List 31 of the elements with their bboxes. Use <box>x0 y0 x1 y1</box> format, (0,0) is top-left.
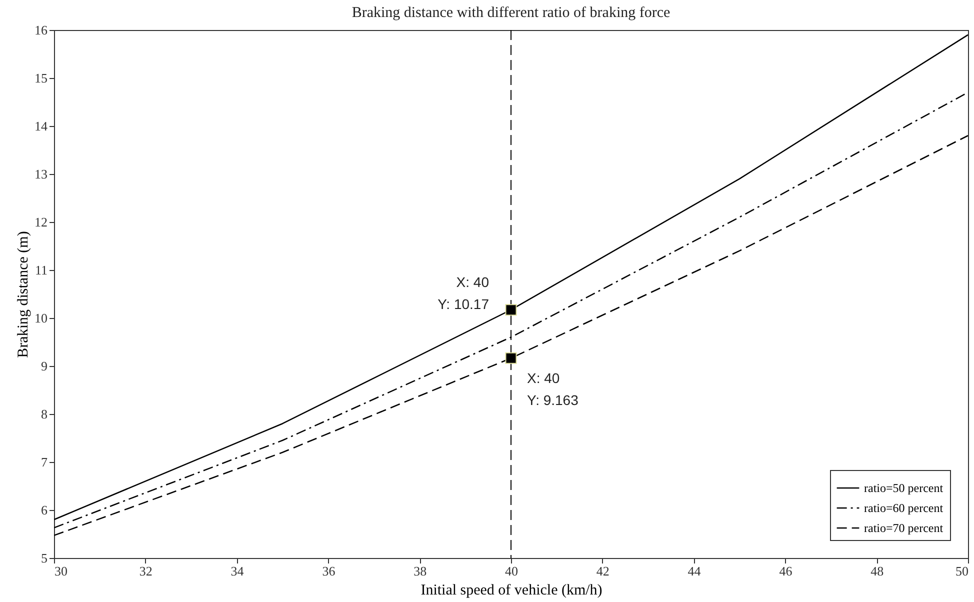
x-tick-label: 40 <box>505 564 518 578</box>
x-tick-label: 38 <box>414 564 427 578</box>
y-tick-label: 16 <box>34 22 48 38</box>
x-tick-label: 36 <box>322 564 336 578</box>
annotation: X: 40 Y: 9.163 <box>527 370 579 408</box>
y-tick-label: 7 <box>41 454 48 470</box>
y-tick-label: 8 <box>41 406 48 422</box>
y-tick-label: 5 <box>41 550 48 566</box>
y-tick-label: 11 <box>34 262 48 278</box>
y-tick-label: 9 <box>41 358 48 374</box>
y-tick-label: 13 <box>34 166 48 182</box>
annotation: X: 40 Y: 10.17 <box>438 274 490 312</box>
y-tick-label: 10 <box>34 310 48 326</box>
x-axis-title: Initial speed of vehicle (km/h) <box>420 582 602 598</box>
legend-label: ratio=50 percent <box>864 481 944 495</box>
x-tick-label: 32 <box>139 564 152 578</box>
x-tick-label: 50 <box>956 564 968 578</box>
x-tick-label: 34 <box>230 564 244 578</box>
y-axis-title: Braking distance (m) <box>16 231 32 358</box>
chart-title: Braking distance with different ratio of braking force <box>352 5 671 21</box>
legend-label: ratio=70 percent <box>864 521 944 535</box>
y-tick-label: 12 <box>34 214 48 230</box>
y-tick-label: 14 <box>34 118 48 134</box>
x-tick-label: 44 <box>688 564 702 578</box>
x-tick-label: 48 <box>870 564 884 578</box>
x-tick-label: 30 <box>54 564 68 578</box>
legend-label: ratio=60 percent <box>864 501 944 515</box>
x-tick-label: 46 <box>779 564 793 578</box>
y-tick-label: 15 <box>34 70 48 86</box>
x-tick-label: 42 <box>596 564 610 578</box>
y-tick-label: 6 <box>41 502 48 518</box>
